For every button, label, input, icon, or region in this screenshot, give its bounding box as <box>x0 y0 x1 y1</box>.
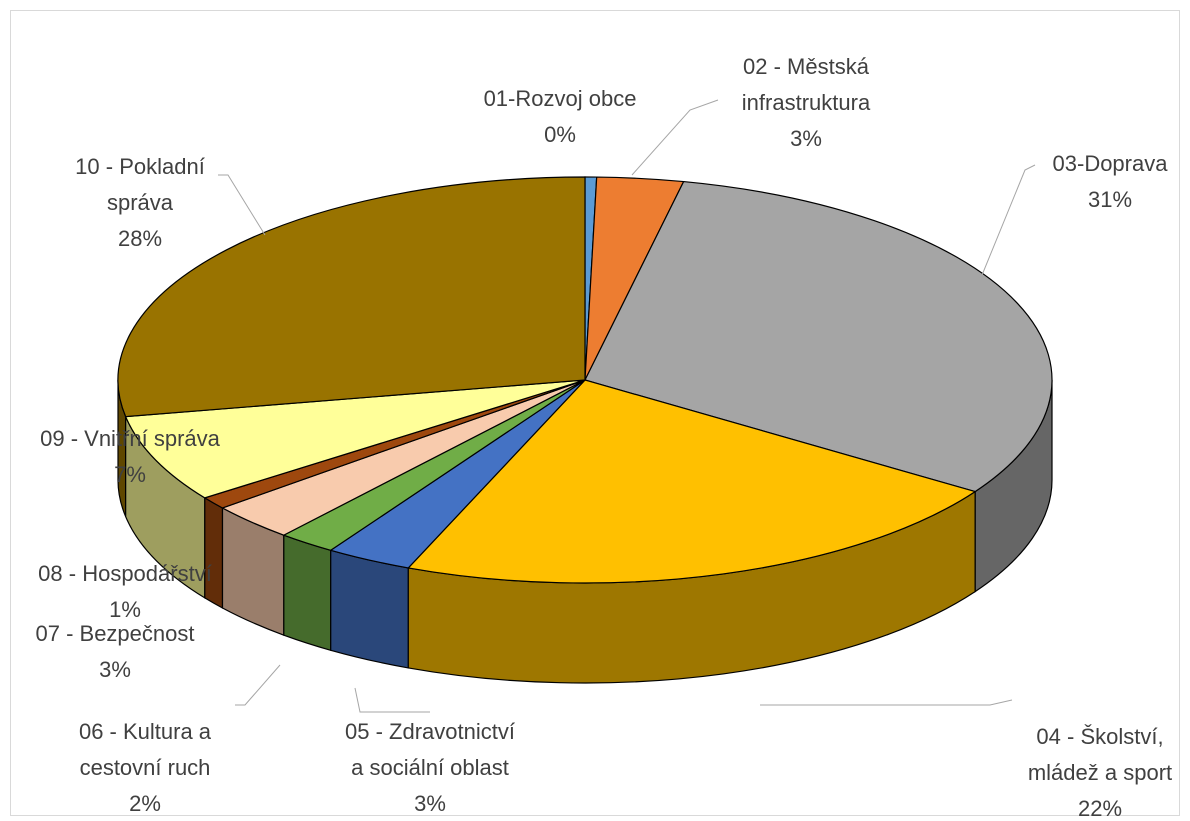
leader-line <box>235 664 281 706</box>
category-label: 08 - Hospodářství <box>38 561 212 586</box>
leader-line <box>760 699 1013 706</box>
category-label: 02 - Městská infrastruktura <box>742 54 871 115</box>
label-line: 04 - Školství, <box>1036 724 1163 749</box>
label-line: 02 - Městská <box>743 54 870 79</box>
category-label: 05 - Zdravotnictví a sociální oblast <box>345 719 515 780</box>
pie-side <box>204 496 224 609</box>
label-line: správa <box>107 190 174 215</box>
label-line: infrastruktura <box>742 90 871 115</box>
category-label: 10 - Pokladní správa <box>75 154 205 215</box>
value-label: 22% <box>1078 796 1122 816</box>
value-label: 0% <box>544 122 576 147</box>
label-line: 09 - Vnitřní správa <box>40 426 221 451</box>
pie-slice <box>124 379 586 499</box>
category-label: 04 - Školství, mládež a sport <box>1028 724 1172 785</box>
value-label: 3% <box>414 791 446 816</box>
label-line: 07 - Bezpečnost <box>36 621 195 646</box>
leader-line <box>631 99 719 176</box>
value-label: 1% <box>109 597 141 622</box>
category-label: 03-Doprava <box>1053 151 1169 176</box>
leader-line <box>354 687 430 713</box>
label-line: a sociální oblast <box>351 755 509 780</box>
value-label: 31% <box>1088 187 1132 212</box>
value-label: 2% <box>129 791 161 816</box>
pie-slice <box>584 180 1053 493</box>
label-line: 06 - Kultura a <box>79 719 212 744</box>
label-line: 03-Doprava <box>1053 151 1169 176</box>
pie-slice <box>117 176 586 418</box>
label-line: mládež a sport <box>1028 760 1172 785</box>
label-line: cestovní ruch <box>80 755 211 780</box>
label-line: 01-Rozvoj obce <box>484 86 637 111</box>
leader-line <box>218 174 266 236</box>
category-label: 06 - Kultura a cestovní ruch <box>79 719 212 780</box>
label-line: 08 - Hospodářství <box>38 561 212 586</box>
label-line: 10 - Pokladní <box>75 154 205 179</box>
value-label: 28% <box>118 226 162 251</box>
pie-side <box>283 534 332 652</box>
label-line: 05 - Zdravotnictví <box>345 719 515 744</box>
pie-slice <box>407 379 977 584</box>
category-label: 09 - Vnitřní správa <box>40 426 221 451</box>
value-label: 3% <box>99 657 131 682</box>
value-label: 3% <box>790 126 822 151</box>
category-label: 07 - Bezpečnost <box>36 621 195 646</box>
pie-side <box>330 549 409 669</box>
category-label: 01-Rozvoj obce <box>484 86 637 111</box>
value-label: 7% <box>114 462 146 487</box>
leader-line <box>979 164 1036 281</box>
